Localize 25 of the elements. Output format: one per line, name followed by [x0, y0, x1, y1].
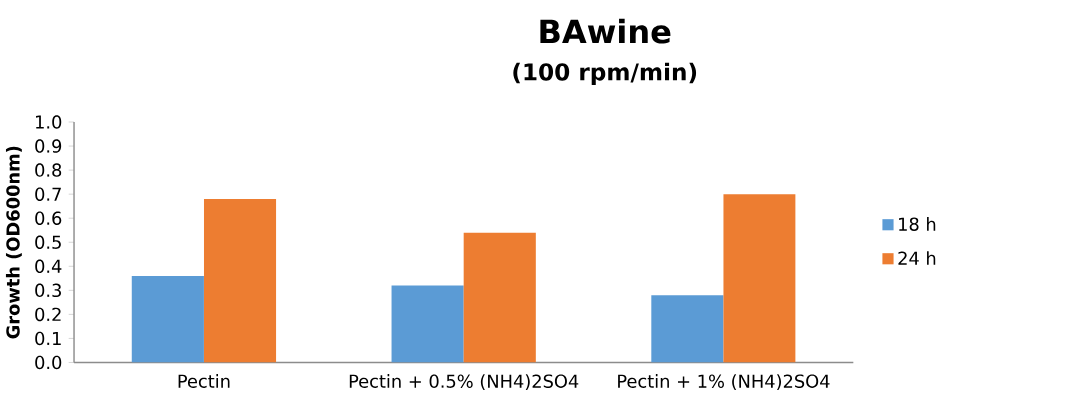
chart-subtitle: (100 rpm/min): [513, 62, 697, 85]
y-axis-title: Growth (OD600nm): [5, 146, 22, 339]
bar: [203, 198, 277, 363]
x-tick-label: Pectin + 1% (NH4)2SO4: [618, 374, 830, 390]
y-tick-label: 0.1: [35, 331, 61, 346]
y-tick-label: 0.5: [35, 235, 61, 249]
legend-label: 24 h: [898, 251, 936, 265]
y-tick-label: 0.2: [35, 307, 61, 322]
x-tick-label: Pectin + 0.5% (NH4)2SO4: [349, 374, 579, 390]
y-tick-label: 0.8: [35, 163, 62, 177]
y-tick-label: 0.3: [35, 283, 61, 297]
bar: [463, 232, 536, 363]
x-tick-label: Pectin: [178, 374, 230, 388]
bar: [723, 194, 796, 363]
legend-label: 18 h: [899, 217, 936, 231]
bar: [651, 295, 724, 363]
bar: [131, 275, 204, 363]
y-tick-label: 0.0: [35, 355, 62, 370]
bar: [391, 285, 464, 363]
y-tick-label: 0.7: [35, 187, 61, 201]
y-tick-label: 0.9: [35, 139, 62, 153]
y-tick-label: 1.0: [36, 115, 62, 129]
y-tick-label: 0.4: [35, 259, 62, 273]
chart-title: BAwine: [540, 18, 671, 44]
y-tick-label: 0.6: [35, 211, 62, 225]
